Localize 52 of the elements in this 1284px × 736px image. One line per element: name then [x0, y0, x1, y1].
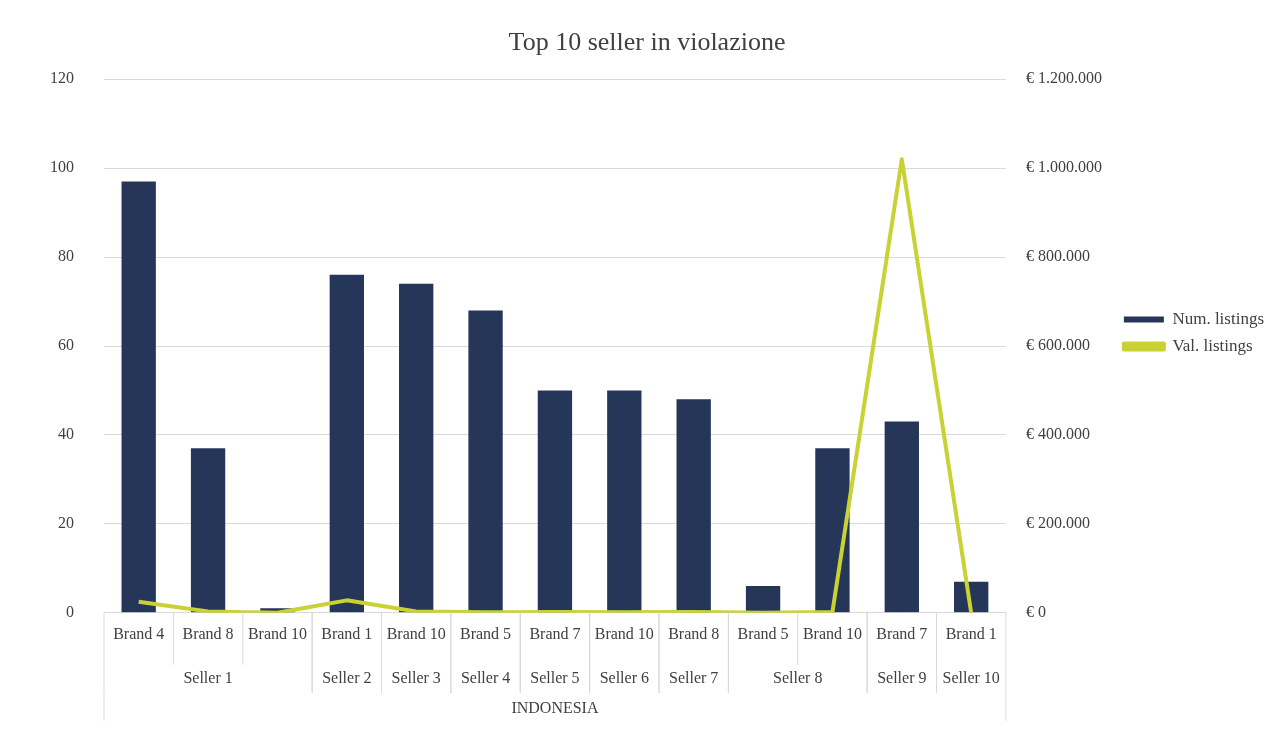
- x-tick-label: Brand 10: [594, 624, 654, 642]
- x-tick-label: Brand 7: [529, 624, 581, 642]
- text: Seller 9: [877, 669, 927, 686]
- y2-tick-label: € 1.200.000: [1025, 69, 1102, 87]
- y-tick-label: 120: [50, 69, 74, 87]
- x-tick-label: Brand 10: [386, 624, 446, 642]
- x-tick-label: Brand 1: [321, 624, 373, 642]
- bar: [815, 448, 850, 613]
- y2-tick-label: € 800.000: [1025, 247, 1090, 265]
- text: Seller 6: [599, 669, 649, 686]
- bar: [399, 283, 434, 613]
- x-tick-label: Brand 10: [247, 624, 307, 642]
- legend-label: Num. listings: [1172, 308, 1264, 328]
- y-tick-label: 40: [58, 425, 74, 443]
- text: Seller 5: [530, 669, 580, 686]
- y-tick-label: 0: [66, 603, 74, 620]
- legend-label: Val. listings: [1172, 335, 1253, 355]
- bar: [537, 390, 573, 613]
- x-tick-label: Brand 5: [737, 624, 789, 642]
- text: Seller 10: [942, 669, 1000, 686]
- y-tick-label: 100: [50, 158, 74, 176]
- x-tick-label: Brand 8: [182, 624, 234, 642]
- y2-tick-label: € 0: [1025, 603, 1046, 620]
- text: Seller 7: [669, 669, 719, 686]
- text: Seller 1: [183, 669, 233, 686]
- text: INDONESIA: [511, 699, 599, 716]
- y2-tick-label: € 1.000.000: [1025, 158, 1102, 176]
- y-tick-label: 80: [58, 247, 74, 265]
- y-tick-label: 60: [58, 336, 74, 354]
- bar: [190, 448, 226, 613]
- y2-tick-label: € 400.000: [1025, 425, 1090, 443]
- x-tick-label: Brand 8: [668, 624, 720, 642]
- x-tick-label: Brand 1: [945, 624, 997, 642]
- y2-tick-label: € 200.000: [1025, 514, 1090, 532]
- y-tick-label: 20: [58, 514, 74, 532]
- y2-tick-label: € 600.000: [1025, 336, 1090, 354]
- bar: [676, 399, 711, 613]
- bar: [745, 586, 781, 613]
- x-tick-label: Brand 5: [460, 624, 512, 642]
- bar: [607, 390, 642, 613]
- x-tick-label: Brand 10: [802, 624, 862, 642]
- x-tick-label: Brand 4: [113, 624, 165, 642]
- bar: [468, 310, 503, 613]
- text: Seller 3: [391, 669, 441, 686]
- bar: [121, 181, 156, 613]
- chart-title: Top 10 seller in violazione: [508, 27, 786, 57]
- bar: [884, 421, 919, 613]
- text: Seller 8: [773, 669, 823, 686]
- x-tick-label: Brand 7: [876, 624, 928, 642]
- bar: [329, 274, 364, 613]
- text: Seller 4: [460, 669, 511, 686]
- text: Seller 2: [322, 669, 372, 686]
